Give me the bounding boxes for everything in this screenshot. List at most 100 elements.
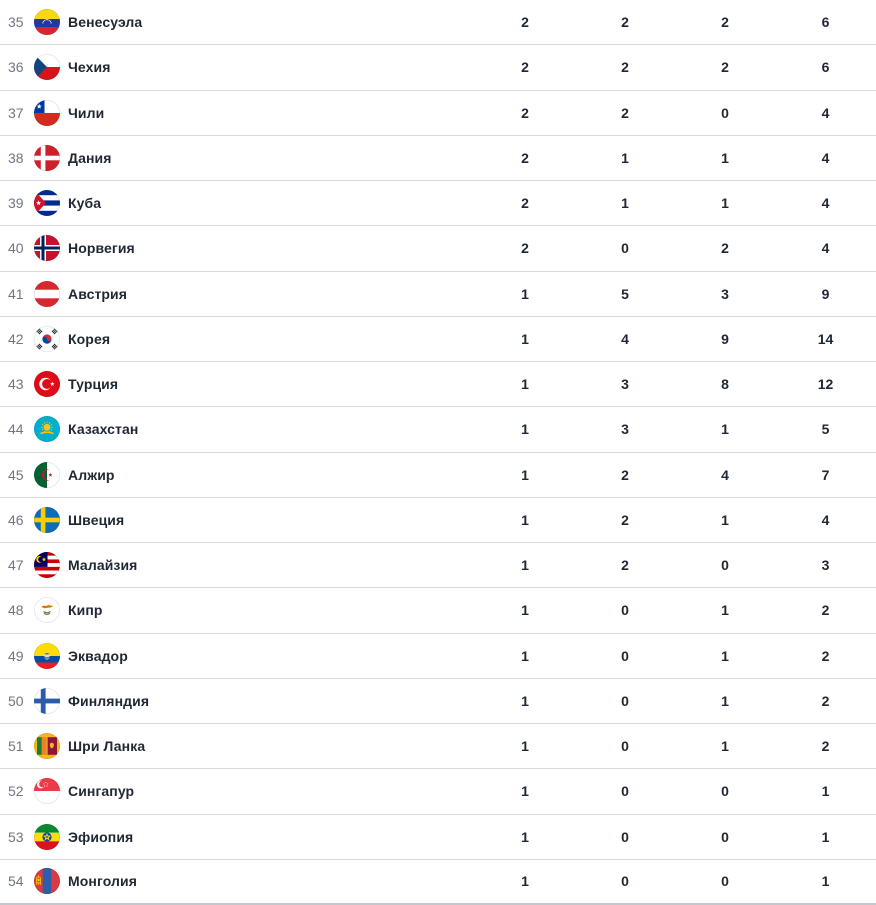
rank-cell: 39 [8, 195, 24, 212]
country-name: Швеция [68, 511, 125, 528]
table-row[interactable]: 48 Кипр 1 0 1 2 [0, 588, 876, 634]
country-name: Казахстан [68, 421, 139, 438]
rank-cell: 43 [8, 376, 24, 393]
country-name: Малайзия [68, 557, 138, 574]
total-count: 1 [821, 873, 830, 890]
bronze-count: 0 [721, 557, 729, 574]
bronze-count: 1 [721, 195, 729, 212]
silver-count: 2 [621, 557, 629, 574]
table-row[interactable]: 49 Эквадор 1 0 1 2 [0, 633, 876, 679]
total-count: 1 [821, 828, 830, 845]
table-row[interactable]: 47 Малайзия 1 2 0 3 [0, 543, 876, 589]
total-count: 2 [821, 738, 830, 755]
country-name: Куба [68, 195, 102, 212]
rank-cell: 40 [8, 240, 24, 257]
country-name: Монголия [68, 873, 137, 890]
rank-cell: 50 [8, 692, 24, 709]
country-name: Чехия [68, 59, 111, 76]
country-name: Алжир [68, 466, 115, 483]
silver-count: 2 [621, 14, 629, 31]
gold-count: 2 [521, 240, 529, 257]
silver-count: 0 [621, 240, 629, 257]
silver-count: 0 [621, 873, 629, 890]
bronze-count: 9 [721, 330, 729, 347]
bronze-count: 0 [721, 873, 729, 890]
silver-count: 1 [621, 195, 629, 212]
silver-count: 2 [621, 511, 629, 528]
table-row[interactable]: 38 Дания 2 1 1 4 [0, 135, 876, 181]
algeria-flag-icon [34, 461, 60, 488]
malaysia-flag-icon [34, 552, 60, 579]
table-row[interactable]: 52 Сингапур 1 0 0 1 [0, 769, 876, 815]
bronze-count: 2 [721, 59, 729, 76]
kazakhstan-flag-icon [34, 416, 60, 443]
rank-cell: 49 [8, 647, 24, 664]
table-row[interactable]: 36 Чехия 2 2 2 6 [0, 45, 876, 91]
silver-count: 0 [621, 783, 629, 800]
singapore-flag-icon [34, 778, 60, 805]
gold-count: 2 [521, 149, 529, 166]
czechia-flag-icon [34, 54, 60, 81]
gold-count: 1 [521, 738, 529, 755]
silver-count: 0 [621, 692, 629, 709]
turkey-flag-icon [34, 371, 60, 398]
cuba-flag-icon [34, 190, 60, 217]
table-row[interactable]: 40 Норвегия 2 0 2 4 [0, 226, 876, 272]
table-row[interactable]: 42 Корея 1 4 9 14 [0, 316, 876, 362]
total-count: 4 [821, 149, 830, 166]
gold-count: 1 [521, 783, 529, 800]
table-row[interactable]: 53 Эфиопия 1 0 0 1 [0, 814, 876, 860]
table-row[interactable]: 43 Турция 1 3 8 12 [0, 362, 876, 408]
gold-count: 1 [521, 557, 529, 574]
silver-count: 0 [621, 828, 629, 845]
table-row[interactable]: 50 Финляндия 1 0 1 2 [0, 678, 876, 724]
gold-count: 2 [521, 104, 529, 121]
finland-flag-icon [34, 687, 60, 714]
country-name: Австрия [68, 285, 128, 302]
table-row[interactable]: 54 Монголия 1 0 0 1 [0, 859, 876, 905]
ecuador-flag-icon [34, 642, 60, 669]
rank-cell: 53 [8, 828, 24, 845]
country-name: Дания [68, 149, 112, 166]
rank-cell: 51 [8, 738, 24, 755]
table-row[interactable]: 39 Куба 2 1 1 4 [0, 181, 876, 227]
total-count: 2 [821, 692, 830, 709]
bronze-count: 0 [721, 104, 729, 121]
gold-count: 2 [521, 59, 529, 76]
silver-count: 4 [621, 330, 629, 347]
total-count: 9 [821, 285, 830, 302]
silver-count: 0 [621, 647, 629, 664]
rank-cell: 35 [8, 14, 24, 31]
gold-count: 1 [521, 376, 529, 393]
austria-flag-icon [34, 280, 60, 307]
bronze-count: 4 [721, 466, 729, 483]
gold-count: 1 [521, 828, 529, 845]
table-row[interactable]: 46 Швеция 1 2 1 4 [0, 497, 876, 543]
silver-count: 0 [621, 738, 629, 755]
country-name: Турция [68, 376, 119, 393]
total-count: 2 [821, 602, 830, 619]
table-row[interactable]: 51 Шри Ланка 1 0 1 2 [0, 724, 876, 770]
total-count: 4 [821, 195, 830, 212]
country-name: Сингапур [68, 783, 135, 800]
gold-count: 1 [521, 873, 529, 890]
table-row[interactable]: 37 Чили 2 2 0 4 [0, 90, 876, 136]
rank-cell: 42 [8, 330, 24, 347]
country-name: Шри Ланка [68, 738, 146, 755]
silver-count: 3 [621, 421, 629, 438]
total-count: 2 [821, 647, 830, 664]
table-row[interactable]: 35 Венесуэла 2 2 2 6 [0, 0, 876, 46]
gold-count: 2 [521, 195, 529, 212]
country-name: Корея [68, 330, 111, 347]
table-row[interactable]: 45 Алжир 1 2 4 7 [0, 452, 876, 498]
table-row[interactable]: 44 Казахстан 1 3 1 5 [0, 407, 876, 453]
table-row[interactable]: 41 Австрия 1 5 3 9 [0, 271, 876, 317]
bronze-count: 3 [721, 285, 729, 302]
cyprus-flag-icon [34, 597, 60, 624]
ethiopia-flag-icon [34, 823, 60, 850]
bronze-count: 1 [721, 421, 729, 438]
bronze-count: 0 [721, 828, 729, 845]
country-name: Венесуэла [68, 14, 143, 31]
rank-cell: 37 [8, 104, 24, 121]
country-name: Эквадор [68, 647, 128, 664]
